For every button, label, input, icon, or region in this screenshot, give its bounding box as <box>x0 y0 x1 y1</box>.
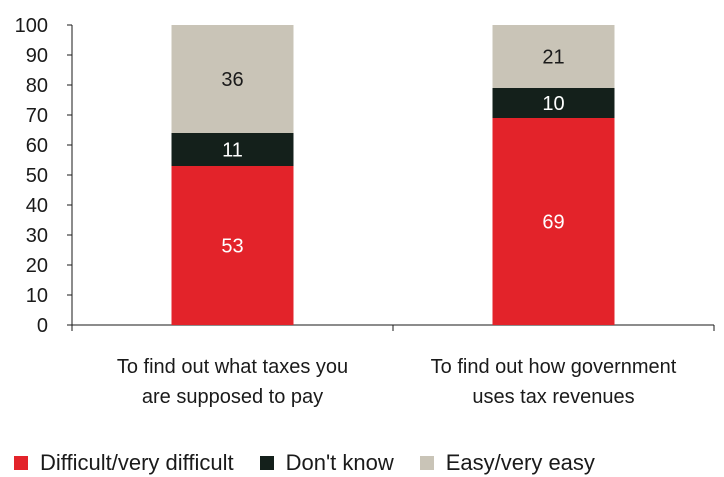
data-label: 10 <box>542 93 564 115</box>
legend: Difficult/very difficult Don't know Easy/v… <box>14 450 595 476</box>
bar-segment <box>171 166 294 325</box>
category-label: To find out what taxes you <box>117 356 348 378</box>
legend-swatch <box>14 456 28 470</box>
y-tick-label: 30 <box>26 225 48 247</box>
category-label: To find out how government <box>431 356 677 378</box>
data-label: 53 <box>221 236 243 258</box>
y-tick-label: 0 <box>37 315 48 337</box>
y-tick-label: 80 <box>26 75 48 97</box>
y-tick-label: 100 <box>15 15 48 37</box>
y-tick-label: 70 <box>26 105 48 127</box>
bar-segment <box>492 88 615 118</box>
y-tick-label: 60 <box>26 135 48 157</box>
bar-segment <box>492 25 615 88</box>
bar-segment <box>171 133 294 166</box>
y-tick-label: 20 <box>26 255 48 277</box>
legend-label: Easy/very easy <box>445 450 595 475</box>
legend-item: Difficult/very difficult <box>14 450 234 476</box>
bar-segment <box>492 118 615 325</box>
stacked-bar-chart: 0 10 20 30 40 50 60 70 80 90 100 53 11 36 To find out … <box>15 15 715 408</box>
legend-swatch <box>419 456 434 470</box>
y-tick-label: 90 <box>26 45 48 67</box>
y-tick-label: 10 <box>26 285 48 307</box>
y-tick-label: 40 <box>26 195 48 217</box>
data-label: 21 <box>542 47 564 69</box>
y-tick-label: 50 <box>26 165 48 187</box>
legend-item: Don't know <box>259 450 394 476</box>
data-label: 36 <box>221 69 243 91</box>
data-label: 11 <box>222 140 243 162</box>
category-label: uses tax revenues <box>472 386 634 408</box>
legend-label: Difficult/very difficult <box>40 450 234 475</box>
legend-swatch <box>259 456 274 470</box>
data-label: 69 <box>542 212 564 234</box>
legend-item: Easy/very easy <box>419 450 595 476</box>
legend-label: Don't know <box>285 450 394 475</box>
bar-segment <box>171 25 294 133</box>
category-label: are supposed to pay <box>142 386 323 408</box>
